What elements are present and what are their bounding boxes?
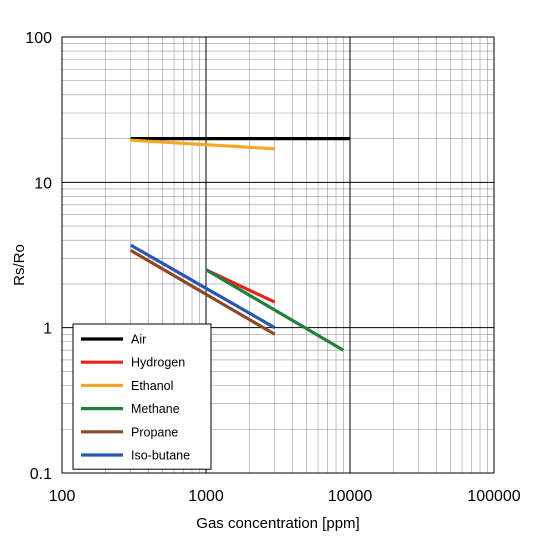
legend-label-air: Air: [131, 333, 146, 347]
x-tick-label: 1000: [188, 488, 224, 505]
legend-box: [72, 323, 212, 470]
x-tick-label: 10000: [328, 488, 373, 505]
legend-label-hydrogen: Hydrogen: [131, 356, 185, 370]
series-line-propane: [129, 249, 276, 336]
legend-label-iso-butane: Iso-butane: [131, 449, 190, 463]
legend-label-methane: Methane: [131, 402, 180, 416]
legend-label-ethanol: Ethanol: [131, 379, 173, 393]
x-axis-label: Gas concentration [ppm]: [196, 515, 359, 532]
legend: Air Hydrogen Ethanol Methane Propane Iso-buta…: [72, 323, 212, 470]
x-tick-labels: 100 1000 10000 100000: [49, 488, 521, 505]
series-line-methane: [205, 268, 345, 352]
series-line-ethanol: [130, 138, 275, 151]
grid-minor: [62, 37, 494, 473]
series-line-iso-butane: [129, 243, 276, 330]
grid-major: [62, 37, 494, 473]
y-tick-label: 0.1: [30, 466, 52, 483]
series-layer: [129, 137, 350, 352]
x-tick-label: 100: [49, 488, 76, 505]
y-tick-label: 100: [25, 30, 52, 47]
x-tick-label: 100000: [467, 488, 520, 505]
y-axis-label: Rs/Ro: [11, 244, 28, 286]
y-tick-labels: 0.1 1 10 100: [25, 30, 52, 483]
plot-frame: [61, 36, 495, 474]
y-tick-label: 1: [43, 321, 52, 338]
y-tick-label: 10: [34, 175, 52, 192]
legend-label-propane: Propane: [131, 425, 178, 439]
